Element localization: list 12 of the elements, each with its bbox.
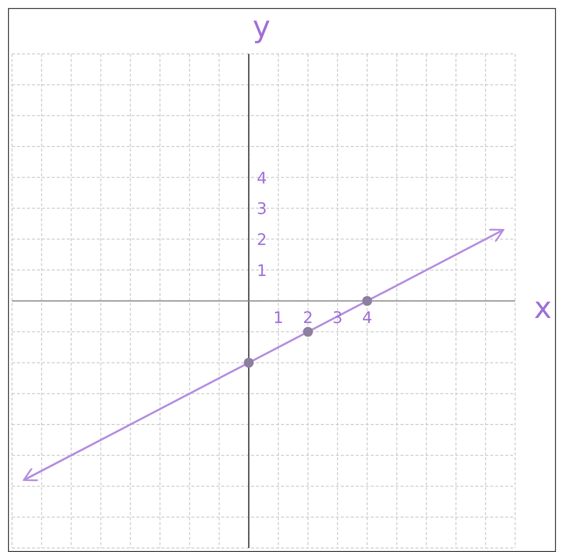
x-tick-label: 1 (273, 308, 284, 327)
y-tick-label: 2 (256, 230, 267, 250)
x-tick-label: 2 (302, 308, 314, 327)
point (302, 326, 313, 337)
point (362, 296, 372, 306)
y-axis-title: y (252, 10, 270, 45)
x-tick-label: 4 (362, 308, 372, 327)
point (244, 358, 254, 368)
y-tick-label: 3 (256, 199, 267, 218)
y-tick-label: 4 (256, 168, 267, 188)
x-axis-title: x (534, 291, 552, 326)
y-tick-label: 1 (256, 261, 267, 280)
